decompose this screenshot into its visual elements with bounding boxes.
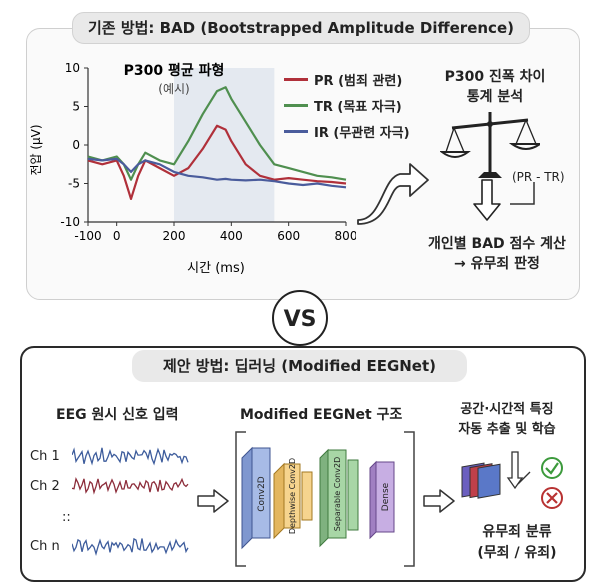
diff-label: (PR - TR) xyxy=(512,170,565,184)
classification-result: 유무죄 분류 (무죄 / 유죄) xyxy=(452,522,582,564)
eegnet-architecture: Conv2D Depthwise Conv2D Separable Conv2D… xyxy=(235,431,415,567)
eeg-signal-ch2 xyxy=(72,477,189,495)
classification-icon xyxy=(461,451,563,509)
eeg-signal-chn xyxy=(72,537,189,556)
x-tick-label: 600 xyxy=(277,229,300,243)
diff-arrow-icon xyxy=(473,179,535,221)
balance-scale-icon xyxy=(440,112,540,178)
bad-result: 개인별 BAD 점수 계산 → 유무죄 판정 xyxy=(412,234,582,274)
legend-item-pr: PR (범죄 관련) xyxy=(284,66,410,92)
separable-label: Separable Conv2D xyxy=(333,457,342,531)
x-tick-label: -100 xyxy=(74,229,101,243)
analysis-title: P300 진폭 차이 통계 분석 xyxy=(420,66,570,106)
y-tick-label: -5 xyxy=(68,177,80,191)
feature-title: 공간·시간적 특징 자동 추출 및 학습 xyxy=(432,400,582,440)
classification-result-line1: 유무죄 분류 xyxy=(482,524,552,540)
analysis-title-line2: 통계 분석 xyxy=(466,89,524,105)
feature-title-line2: 자동 추출 및 학습 xyxy=(458,422,556,437)
y-axis-label: 전압 (μV) xyxy=(29,124,43,175)
x-tick-label: 400 xyxy=(220,229,243,243)
channel-ellipsis: :: xyxy=(62,510,71,525)
chart-title: P300 평균 파형 xyxy=(124,62,225,79)
legend-label-tr: TR (목표 자극) xyxy=(314,99,402,115)
dense-label: Dense xyxy=(381,482,391,511)
cross-icon xyxy=(541,487,563,509)
bad-result-line1: 개인별 BAD 점수 계산 xyxy=(428,236,566,252)
to-analysis-arrow-icon xyxy=(357,163,429,225)
y-tick-label: 5 xyxy=(72,100,80,114)
x-tick-label: 0 xyxy=(113,229,121,243)
dense-layer xyxy=(369,460,395,540)
x-tick-label: 800 xyxy=(335,229,356,243)
classification-result-line2: (무죄 / 유죄) xyxy=(477,545,557,561)
y-tick-label: 0 xyxy=(72,138,80,152)
eeg-input-title: EEG 원시 신호 입력 xyxy=(56,407,179,423)
legend-label-ir: IR (무관련 자극) xyxy=(314,125,410,141)
depthwise-conv2d-layer xyxy=(273,462,313,540)
deep-learning-title: 제안 방법: 딥러닝 (Modified EEGNet) xyxy=(132,350,467,382)
series-line-ir xyxy=(87,157,347,189)
model-title: Modified EEGNet 구조 xyxy=(240,407,403,423)
legend-swatch-pr xyxy=(284,77,308,81)
analysis-title-line1: P300 진폭 차이 xyxy=(444,69,546,85)
eeg-signal-ch1 xyxy=(72,447,189,466)
chart-axes: -10 -5 0 5 10 -100 0 200 400 600 800 xyxy=(60,61,356,243)
chart-legend: PR (범죄 관련) TR (목표 자극) IR (무관련 자극) xyxy=(284,66,410,144)
x-axis-label: 시간 (ms) xyxy=(187,261,245,276)
bad-method-title: 기존 방법: BAD (Bootstrapped Amplitude Diffe… xyxy=(72,12,530,44)
legend-label-pr: PR (범죄 관련) xyxy=(314,73,403,89)
depthwise-label: Depthwise Conv2D xyxy=(288,458,297,534)
channel-label-2: Ch 2 xyxy=(30,479,60,494)
legend-item-tr: TR (목표 자극) xyxy=(284,92,410,118)
chart-series xyxy=(87,86,347,200)
feature-maps-icon xyxy=(461,462,501,499)
legend-item-ir: IR (무관련 자극) xyxy=(284,118,410,144)
series-line-tr xyxy=(87,86,347,181)
p300-chart: -10 -5 0 5 10 -100 0 200 400 600 800 P300 평균 파형 (예… xyxy=(29,61,356,276)
separable-conv2d-layer xyxy=(319,448,359,548)
channel-label-n: Ch n xyxy=(30,539,60,554)
series-line-pr xyxy=(87,124,347,200)
legend-swatch-tr xyxy=(284,103,308,107)
chart-subtitle: (예시) xyxy=(158,82,189,96)
x-tick-label: 200 xyxy=(163,229,186,243)
to-output-arrow-icon xyxy=(423,489,455,513)
y-tick-label: 10 xyxy=(65,61,80,75)
to-model-arrow-icon xyxy=(197,489,229,513)
channel-label-1: Ch 1 xyxy=(30,449,60,464)
conv2d-layer xyxy=(241,446,271,550)
legend-swatch-ir xyxy=(284,129,308,133)
y-tick-label: -10 xyxy=(60,215,80,229)
conv2d-label: Conv2D xyxy=(257,476,267,512)
eeg-signals xyxy=(72,447,189,556)
feature-title-line1: 공간·시간적 특징 xyxy=(460,402,554,417)
vs-badge: VS xyxy=(272,290,328,346)
p300-window-shade xyxy=(174,68,275,222)
check-icon xyxy=(541,457,563,479)
bad-result-line2: → 유무죄 판정 xyxy=(454,256,540,272)
